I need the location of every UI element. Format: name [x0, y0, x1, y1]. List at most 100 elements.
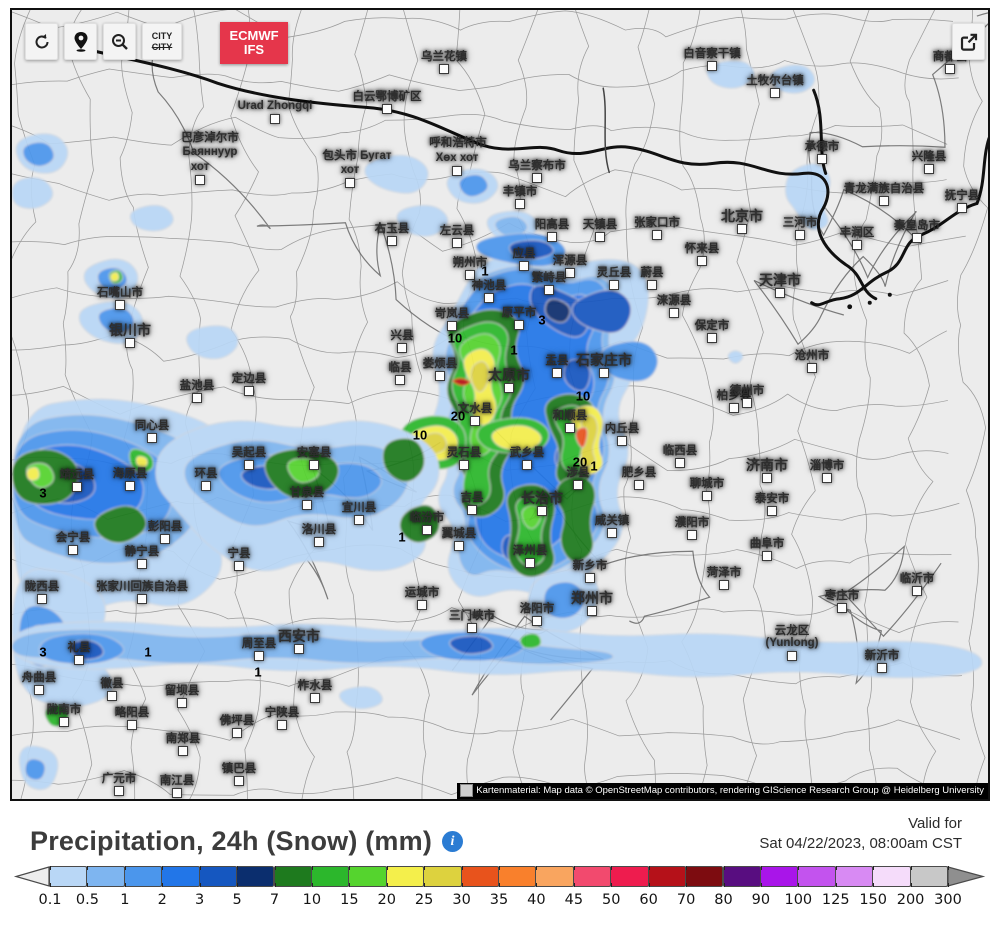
scale-tick [349, 866, 351, 870]
scale-tick-label: 60 [639, 892, 658, 908]
model-selector-button[interactable]: ECMWF IFS [220, 22, 288, 64]
scale-tick-label: 100 [784, 892, 813, 908]
scale-tick [648, 883, 650, 887]
scale-segment [834, 866, 874, 887]
scale-tick [910, 866, 912, 870]
scale-tick-label: 70 [676, 892, 696, 908]
zoom-out-icon [111, 33, 128, 50]
scale-right-arrow [947, 866, 986, 887]
scale-tick [50, 866, 51, 870]
scale-segment [348, 866, 387, 887]
legend-title: Precipitation, 24h (Snow) (mm) i [30, 826, 464, 857]
map-attribution: Kartenmaterial: Map data © OpenStreetMap… [457, 783, 988, 799]
scale-tick [760, 883, 762, 887]
scale-tick [948, 866, 949, 870]
scale-tick [798, 883, 800, 887]
scale-segment [49, 866, 88, 887]
scale-segment [685, 866, 724, 887]
scale-tick [124, 866, 126, 870]
scale-tick-label: 3 [195, 892, 205, 908]
scale-segment [610, 866, 649, 887]
scale-tick [873, 883, 875, 887]
scale-tick [274, 883, 276, 887]
scale-segment [310, 866, 350, 887]
scale-tick [274, 866, 276, 870]
scale-tick [686, 866, 688, 870]
scale-tick-label: 125 [821, 892, 850, 908]
scale-tick-label: 300 [934, 892, 962, 908]
scale-tick [461, 883, 463, 887]
scale-tick [87, 883, 89, 887]
scale-tick [424, 866, 426, 870]
scale-segment [872, 866, 911, 887]
scale-tick-label: 80 [714, 892, 733, 908]
model-name: ECMWF [229, 27, 279, 43]
scale-segment [535, 866, 574, 887]
scale-tick-label: 1 [120, 892, 130, 908]
scale-tick [162, 866, 164, 870]
scale-tick [573, 866, 575, 870]
scale-tick [611, 883, 613, 887]
valid-for-label: Valid for [908, 815, 962, 832]
scale-tick [386, 883, 388, 887]
map-toolbar: CITY CITY [25, 23, 182, 60]
scale-tick-label: 30 [452, 892, 471, 908]
scale-tick-label: 45 [564, 892, 584, 908]
scale-segment [423, 866, 462, 887]
valid-time: Valid for Sat 04/22/2023, 08:00am CST [759, 814, 962, 855]
city-toggle-button[interactable]: CITY CITY [142, 23, 182, 60]
scale-tick [87, 866, 89, 870]
city-label-on: CITY [151, 31, 173, 42]
scale-tick-label: 5 [232, 892, 242, 908]
scale-tick [349, 883, 351, 887]
scale-tick [536, 866, 538, 870]
scale-segment [198, 866, 238, 887]
scale-tick [648, 866, 650, 870]
scale-tick [723, 883, 725, 887]
location-pin-icon [74, 31, 87, 52]
share-button[interactable] [952, 23, 985, 60]
info-icon[interactable]: i [442, 831, 464, 852]
scale-tick-label: 90 [751, 892, 771, 908]
scale-tick [386, 866, 388, 870]
scale-tick [873, 866, 875, 870]
scale-tick [311, 883, 313, 887]
scale-tick [948, 883, 949, 887]
scale-segment [572, 866, 612, 887]
locate-button[interactable] [64, 23, 97, 60]
scale-segment [759, 866, 799, 887]
refresh-button[interactable] [25, 23, 58, 60]
share-icon [960, 33, 977, 51]
scale-tick-label: 50 [602, 892, 621, 908]
scale-segment [722, 866, 761, 887]
scale-tick [686, 883, 688, 887]
scale-tick [199, 883, 201, 887]
scale-tick-label: 7 [269, 892, 280, 908]
refresh-icon [35, 33, 48, 48]
scale-tick [237, 866, 239, 870]
scale-tick [573, 883, 575, 887]
weather-map[interactable]: 乌兰花镇 白音察干镇 土牧尔台镇 商都县 Urad Zhongqi 白云鄂博矿区 巴彦淖尔市… [10, 8, 990, 801]
scale-tick [124, 883, 126, 887]
scale-tick-label: 40 [527, 892, 546, 908]
scale-tick-label: 25 [414, 892, 434, 908]
scale-segment [161, 866, 200, 887]
scale-tick-label: 2 [157, 892, 167, 908]
scale-segment [460, 866, 499, 887]
legend-panel: Precipitation, 24h (Snow) (mm) i Valid f… [0, 808, 1000, 922]
scale-tick [611, 866, 613, 870]
model-variant: IFS [243, 42, 265, 57]
scale-tick-label: 150 [859, 892, 887, 908]
scale-tick [199, 866, 201, 870]
zoom-out-button[interactable] [103, 23, 136, 60]
scale-tick-label: 0.5 [75, 892, 99, 908]
scale-tick-label: 200 [896, 892, 925, 908]
scale-segment [236, 866, 275, 887]
scale-tick [835, 883, 837, 887]
scale-segment [385, 866, 425, 887]
scale-segment [123, 866, 163, 887]
scale-tick [311, 866, 313, 870]
scale-tick-label: 35 [489, 892, 509, 908]
scale-tick [835, 866, 837, 870]
